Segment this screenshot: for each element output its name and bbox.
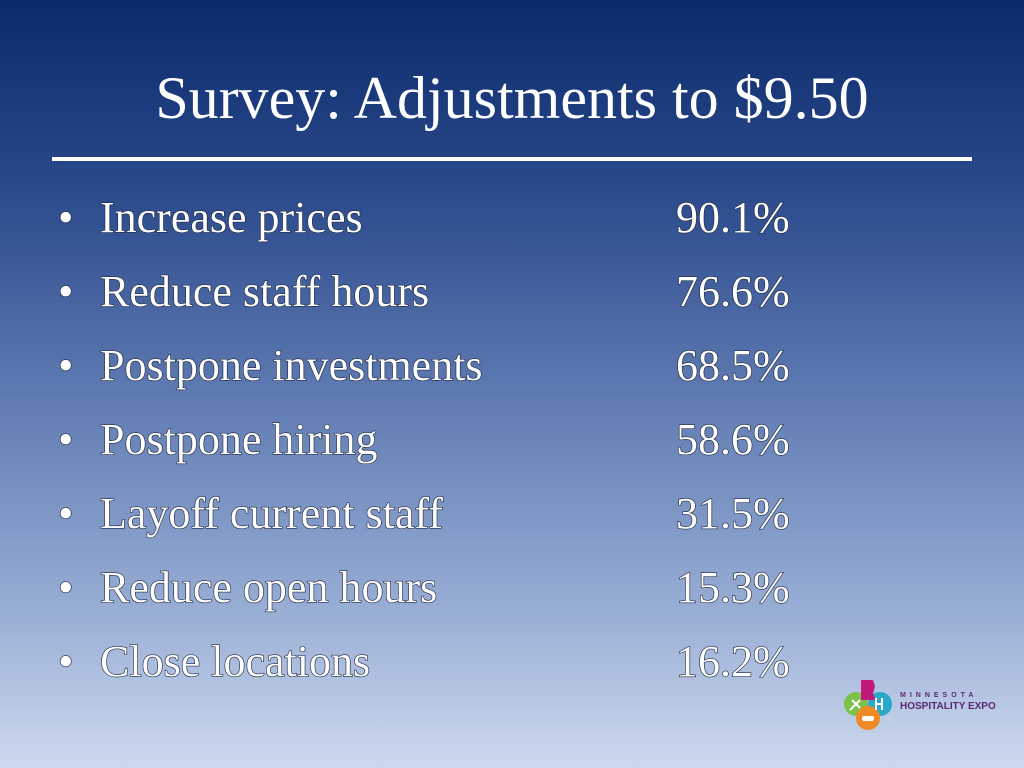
- list-item: • Reduce staff hours 76.6%: [57, 261, 858, 323]
- item-percent: 76.6%: [675, 266, 790, 316]
- bullet-icon: •: [57, 340, 74, 390]
- item-percent: 15.3%: [675, 562, 790, 612]
- bullet-icon: •: [57, 488, 74, 538]
- list-item: • Reduce open hours 15.3%: [57, 557, 858, 619]
- slide-title: Survey: Adjustments to $9.50: [155, 65, 869, 131]
- hospitality-expo-logo: MINNESOTA HOSPITALITY EXPO: [840, 676, 996, 732]
- bullet-icon: •: [57, 266, 74, 316]
- list-item: • Postpone investments 68.5%: [57, 335, 858, 397]
- item-label: Layoff current staff: [99, 488, 443, 538]
- item-label: Reduce open hours: [99, 562, 438, 612]
- item-label: Reduce staff hours: [99, 266, 430, 316]
- item-percent: 68.5%: [675, 340, 790, 390]
- item-percent: 90.1%: [675, 192, 790, 242]
- logo-name-text: HOSPITALITY EXPO: [900, 701, 996, 712]
- item-percent: 58.6%: [675, 414, 790, 464]
- item-percent: 16.2%: [675, 636, 790, 686]
- list-item: • Increase prices 90.1%: [57, 187, 858, 249]
- logo-mark-icon: [844, 680, 892, 730]
- item-label: Postpone investments: [99, 340, 483, 390]
- bullet-icon: •: [57, 192, 74, 242]
- item-label: Increase prices: [99, 192, 363, 242]
- bullet-icon: •: [57, 636, 74, 686]
- list-item: • Layoff current staff 31.5%: [57, 483, 858, 545]
- item-label: Close locations: [99, 636, 371, 686]
- list-item: • Close locations 16.2%: [57, 631, 858, 693]
- item-percent: 31.5%: [675, 488, 790, 538]
- bullet-icon: •: [57, 562, 74, 612]
- bullet-icon: •: [57, 414, 74, 464]
- item-label: Postpone hiring: [99, 414, 378, 464]
- logo-state-text: MINNESOTA: [900, 692, 978, 699]
- list-item: • Postpone hiring 58.6%: [57, 409, 858, 471]
- title-divider: [52, 157, 972, 161]
